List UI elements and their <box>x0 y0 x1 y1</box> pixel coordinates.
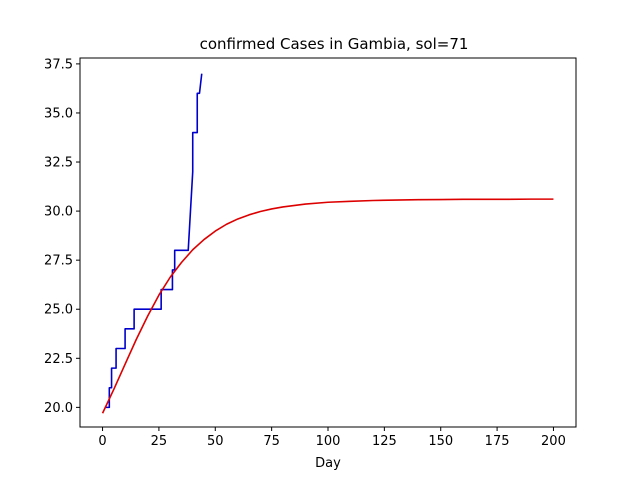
x-tick-label: 200 <box>541 434 566 449</box>
x-tick-label: 100 <box>316 434 341 449</box>
x-tick-label: 150 <box>428 434 453 449</box>
y-tick-label: 20.0 <box>44 401 73 416</box>
y-tick-label: 22.5 <box>44 352 73 367</box>
x-tick-label: 75 <box>263 434 280 449</box>
x-tick-label: 25 <box>151 434 168 449</box>
y-tick-label: 25.0 <box>44 303 73 318</box>
y-tick-label: 32.5 <box>44 156 73 171</box>
series-line-1 <box>104 73 203 409</box>
x-tick-label: 50 <box>207 434 224 449</box>
x-tick-label: 125 <box>372 434 397 449</box>
x-tick-label: 0 <box>98 434 106 449</box>
chart-title: confirmed Cases in Gambia, sol=71 <box>200 35 469 53</box>
series-layer <box>101 73 554 414</box>
y-tick-label: 30.0 <box>44 205 73 220</box>
y-tick-label: 27.5 <box>44 254 73 269</box>
series-line-2 <box>101 198 554 414</box>
x-axis-ticks: 0 25 50 75 100 125 150 175 200 <box>98 427 566 449</box>
plot-area: 0 25 50 75 100 125 150 175 200 20.0 22.5 25.0 27.5 3… <box>44 57 577 449</box>
y-tick-label: 37.5 <box>44 57 73 72</box>
x-tick-label: 175 <box>485 434 510 449</box>
y-axis-ticks: 20.0 22.5 25.0 27.5 30.0 32.5 35.0 37.5 <box>44 57 80 416</box>
x-axis-label: Day <box>315 456 341 471</box>
y-tick-label: 35.0 <box>44 106 73 121</box>
